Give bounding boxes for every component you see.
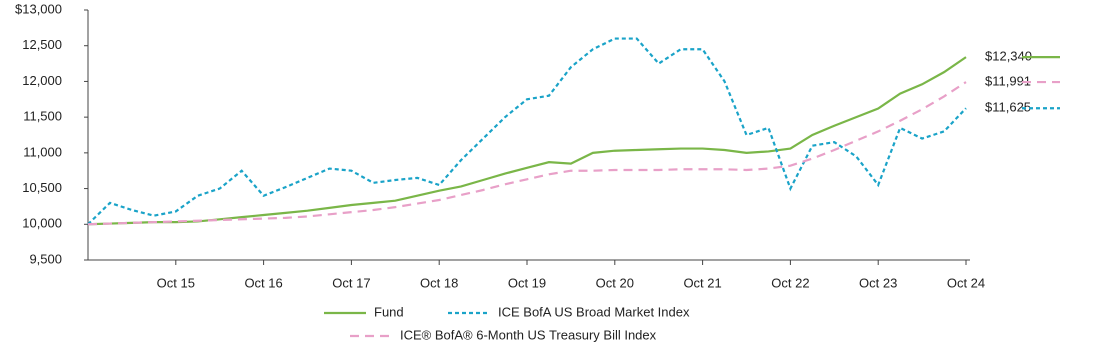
x-tick-label: Oct 17 bbox=[332, 275, 370, 290]
x-tick-label: Oct 16 bbox=[244, 275, 282, 290]
end-label: $11,625 bbox=[985, 100, 1031, 115]
y-tick-label: 11,500 bbox=[23, 109, 62, 124]
end-label: $12,340 bbox=[985, 49, 1032, 64]
y-tick-label: 12,500 bbox=[22, 37, 62, 52]
x-tick-label: Oct 23 bbox=[859, 275, 897, 290]
y-tick-label: 10,500 bbox=[22, 180, 62, 195]
y-tick-label: 10,000 bbox=[22, 216, 62, 231]
x-tick-label: Oct 24 bbox=[947, 275, 985, 290]
y-tick-label: 12,000 bbox=[22, 73, 62, 88]
legend-label: Fund bbox=[374, 304, 404, 319]
series-line bbox=[87, 37, 967, 226]
series-line bbox=[87, 56, 967, 226]
x-tick-label: Oct 18 bbox=[420, 275, 458, 290]
legend-label: ICE® BofA® 6-Month US Treasury Bill Inde… bbox=[400, 327, 657, 342]
x-tick-label: Oct 22 bbox=[771, 275, 809, 290]
x-tick-label: Oct 15 bbox=[157, 275, 195, 290]
x-tick-label: Oct 21 bbox=[683, 275, 721, 290]
x-tick-label: Oct 20 bbox=[596, 275, 634, 290]
x-tick-label: Oct 19 bbox=[508, 275, 546, 290]
y-tick-label: 11,000 bbox=[23, 144, 62, 159]
series-line bbox=[87, 81, 967, 226]
y-tick-label: 9,500 bbox=[29, 251, 62, 266]
y-tick-label: $13,000 bbox=[15, 1, 62, 16]
end-label: $11,991 bbox=[985, 74, 1031, 89]
legend-label: ICE BofA US Broad Market Index bbox=[498, 304, 690, 319]
